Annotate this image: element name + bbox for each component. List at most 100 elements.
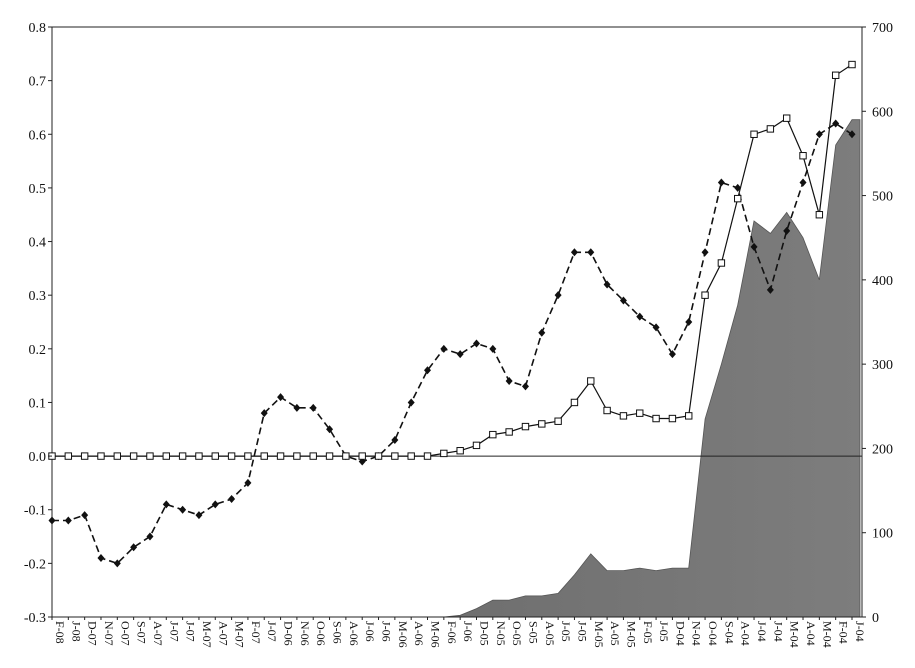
square-point bbox=[260, 452, 268, 460]
x-tick-label: O-07 bbox=[118, 621, 132, 646]
square-point bbox=[358, 452, 366, 460]
right-tick-label: 100 bbox=[872, 527, 893, 542]
square-point bbox=[472, 441, 481, 450]
square-point bbox=[766, 125, 775, 133]
x-tick-label: F-05 bbox=[641, 621, 655, 644]
x-tick-label: J-06 bbox=[380, 621, 394, 642]
left-tick-label: 0.6 bbox=[29, 128, 47, 143]
square-point bbox=[603, 406, 611, 415]
x-tick-label: N-06 bbox=[298, 621, 312, 646]
x-tick-label: J-06 bbox=[461, 621, 475, 642]
diamond-point bbox=[538, 328, 546, 337]
left-tick-label: 0.8 bbox=[29, 21, 47, 36]
diamond-point bbox=[832, 119, 840, 128]
left-tick-label: 0.1 bbox=[29, 396, 47, 411]
diamond-point bbox=[848, 130, 856, 139]
square-point bbox=[717, 259, 726, 267]
right-tick-label: 500 bbox=[872, 190, 893, 205]
square-point bbox=[848, 60, 856, 69]
right-tick-label: 700 bbox=[872, 21, 893, 36]
square-point bbox=[685, 412, 693, 420]
square-point bbox=[342, 452, 350, 460]
square-point bbox=[636, 409, 644, 417]
left-tick-label: -0.3 bbox=[24, 611, 46, 626]
diamond-point bbox=[64, 516, 72, 525]
x-tick-label: A-07 bbox=[151, 621, 165, 646]
square-point bbox=[309, 452, 317, 460]
x-tick-label: M-05 bbox=[592, 621, 606, 648]
diamond-point bbox=[505, 377, 513, 385]
left-tick-label: -0.2 bbox=[24, 557, 46, 572]
left-tick-label: -0.1 bbox=[24, 504, 46, 519]
diamond-point bbox=[277, 393, 285, 402]
square-point bbox=[227, 452, 236, 460]
diamond-point bbox=[81, 511, 89, 520]
x-tick-label: D-04 bbox=[673, 621, 687, 646]
square-point bbox=[489, 430, 497, 439]
diamond-point bbox=[130, 543, 138, 552]
diamond-point bbox=[195, 511, 203, 520]
square-point bbox=[64, 452, 73, 460]
x-tick-label: J-06 bbox=[363, 621, 377, 642]
diamond-point bbox=[391, 436, 399, 444]
x-tick-label: S-07 bbox=[135, 621, 149, 644]
x-tick-label: O-04 bbox=[706, 621, 720, 646]
right-tick-label: 200 bbox=[872, 442, 893, 457]
square-point bbox=[325, 452, 334, 460]
square-point bbox=[244, 452, 252, 460]
x-tick-label: O-06 bbox=[314, 621, 328, 646]
left-tick-label: 0.2 bbox=[29, 343, 47, 358]
diamond-point bbox=[750, 242, 758, 251]
x-tick-label: M-04 bbox=[788, 621, 802, 648]
square-point bbox=[97, 452, 105, 460]
x-tick-label: A-04 bbox=[739, 621, 753, 646]
x-tick-label: M-06 bbox=[396, 621, 410, 648]
x-tick-label: N-07 bbox=[102, 621, 116, 646]
diamond-point bbox=[211, 500, 219, 509]
diamond-point bbox=[668, 350, 676, 359]
diamond-point bbox=[783, 226, 791, 235]
x-tick-label: J-08 bbox=[69, 621, 83, 642]
x-tick-label: F-08 bbox=[53, 621, 67, 644]
square-point bbox=[374, 452, 383, 460]
x-tick-label: M-07 bbox=[200, 621, 214, 648]
x-tick-label: D-07 bbox=[86, 621, 100, 646]
diamond-point bbox=[326, 425, 334, 434]
square-point bbox=[734, 194, 742, 203]
x-tick-label: F-06 bbox=[445, 621, 459, 644]
x-tick-label: A-04 bbox=[804, 621, 818, 646]
square-point bbox=[701, 291, 709, 299]
x-tick-label: J-04 bbox=[853, 621, 867, 642]
x-tick-label: F-04 bbox=[837, 621, 851, 644]
square-point bbox=[407, 452, 415, 460]
square-point bbox=[178, 452, 187, 460]
diamond-point bbox=[489, 344, 497, 353]
left-axis: 0.8 0.7 0.6 0.5 0.4 0.3 0.2 0.1 0.0 -0.1 -0.2 -0.3 bbox=[24, 21, 52, 626]
left-tick-label: 0.5 bbox=[29, 182, 47, 197]
x-tick-label: J-07 bbox=[167, 621, 181, 642]
x-tick-label: S-05 bbox=[526, 621, 540, 644]
square-point bbox=[652, 414, 660, 423]
diamond-point bbox=[162, 500, 170, 509]
dashed-series-line bbox=[52, 122, 853, 565]
x-tick-label: J-05 bbox=[575, 621, 589, 642]
diamond-point bbox=[799, 178, 807, 187]
diamond-point bbox=[456, 350, 464, 359]
square-point bbox=[276, 452, 285, 460]
diamond-point bbox=[815, 130, 823, 139]
diamond-point bbox=[685, 318, 693, 326]
diamond-point bbox=[293, 403, 301, 412]
diamond-point bbox=[603, 280, 611, 289]
right-tick-label: 400 bbox=[872, 274, 893, 289]
square-point bbox=[782, 114, 791, 122]
square-point bbox=[587, 377, 595, 385]
square-point bbox=[211, 452, 219, 460]
x-tick-label: D-06 bbox=[282, 621, 296, 646]
square-point bbox=[505, 428, 513, 436]
square-point bbox=[815, 211, 824, 219]
plot-border bbox=[51, 26, 863, 618]
diamond-point bbox=[652, 323, 660, 332]
diamond-point bbox=[48, 516, 56, 525]
x-tick-label: D-05 bbox=[477, 621, 491, 646]
